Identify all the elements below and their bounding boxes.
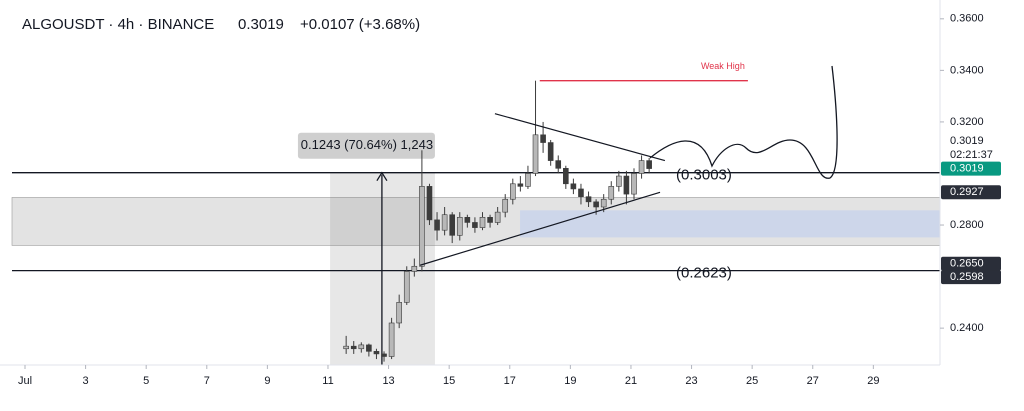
x-tick-label: 21 xyxy=(625,375,637,387)
x-tick-label: 27 xyxy=(807,375,819,387)
x-tick-label: 9 xyxy=(264,375,270,387)
candle-body xyxy=(396,302,402,324)
candle-body xyxy=(343,345,349,350)
candle-body xyxy=(464,216,471,223)
candle-body xyxy=(555,160,562,169)
candle-body xyxy=(449,214,455,236)
y-tick-label: 0.2400 xyxy=(950,322,984,334)
candle-body xyxy=(600,198,607,208)
candle-body xyxy=(366,344,372,352)
candle-body xyxy=(578,188,584,197)
candle-body xyxy=(441,214,448,231)
symbol: ALGOUSDT · 4h · BINANCE xyxy=(22,16,214,33)
x-tick-label: 15 xyxy=(443,375,455,387)
candle-body xyxy=(426,186,433,221)
candle-body xyxy=(419,186,425,267)
zone xyxy=(520,210,940,238)
candle-body xyxy=(638,160,645,174)
price-label: 0.2927 xyxy=(950,186,984,198)
candle-body xyxy=(411,265,418,272)
change: +0.0107 (+3.68%) xyxy=(300,16,420,33)
projection-drawing xyxy=(649,65,838,179)
candle-body xyxy=(616,175,622,187)
y-tick-label: 0.3600 xyxy=(950,13,984,25)
candle-body xyxy=(403,271,410,303)
candle-body xyxy=(517,183,524,187)
x-tick-label: 13 xyxy=(382,375,394,387)
y-tick-label: 0.3400 xyxy=(950,64,984,76)
candle-body xyxy=(646,160,652,169)
measure-label-box xyxy=(297,132,435,159)
level-label: (0.2623) xyxy=(676,265,732,282)
x-tick-label: 7 xyxy=(204,375,210,387)
candle-body xyxy=(509,183,516,200)
candle-body xyxy=(479,216,486,228)
x-tick-label: 23 xyxy=(685,375,697,387)
candle-body xyxy=(373,351,380,355)
price-label: 0.3019 xyxy=(950,162,984,174)
x-tick-label: 11 xyxy=(322,375,333,387)
candle-body xyxy=(623,175,630,195)
measure-label: 0.1243 (70.64%) 1,243 xyxy=(301,137,433,152)
y-tick-label: 0.3200 xyxy=(950,116,984,128)
x-tick-label: Jul xyxy=(18,375,32,387)
candle-body xyxy=(540,134,546,143)
price-label-box xyxy=(941,270,1001,285)
candle-body xyxy=(570,183,577,190)
x-tick-label: 29 xyxy=(867,375,879,387)
trendline xyxy=(419,191,661,266)
price-label-box xyxy=(941,161,1001,176)
candle-body xyxy=(502,198,509,213)
candle-body xyxy=(563,168,569,185)
candle-body xyxy=(388,322,395,357)
candle-body xyxy=(456,216,463,236)
candle-body xyxy=(358,344,365,350)
candle-body xyxy=(472,222,478,228)
trendline xyxy=(494,113,666,162)
weak-high-label: Weak High xyxy=(701,61,745,71)
x-tick-label: 3 xyxy=(83,375,89,387)
last-price: 0.3019 xyxy=(950,135,984,147)
level-label: (0.3003) xyxy=(676,167,732,184)
plot-area: 0.1243 (70.64%) 1,243 (0.3003) (0.2623) Wea… xyxy=(11,61,941,365)
price-label-box xyxy=(941,185,1001,200)
candle-body xyxy=(532,134,539,174)
candle-body xyxy=(434,219,440,231)
candle-body xyxy=(350,345,357,350)
price-label: 0.2598 xyxy=(950,271,984,283)
price: 0.3019 xyxy=(238,16,284,33)
candle-body xyxy=(547,142,554,161)
candle-body xyxy=(593,201,599,208)
candle-body xyxy=(494,211,501,223)
candle-body xyxy=(487,216,493,223)
countdown: 02:21:37 xyxy=(950,149,993,161)
candle-body xyxy=(631,173,637,195)
candle-body xyxy=(381,353,387,357)
x-tick-label: 5 xyxy=(143,375,149,387)
x-tick-label: 19 xyxy=(564,375,576,387)
y-tick-label: 0.2800 xyxy=(950,219,984,231)
x-tick-label: 17 xyxy=(504,375,516,387)
price-label: 0.2650 xyxy=(950,258,984,270)
price-label-box xyxy=(941,256,1001,271)
candle-body xyxy=(525,173,531,187)
x-tick-label: 25 xyxy=(746,375,758,387)
candle-body xyxy=(608,186,615,200)
candle-body xyxy=(585,196,592,203)
